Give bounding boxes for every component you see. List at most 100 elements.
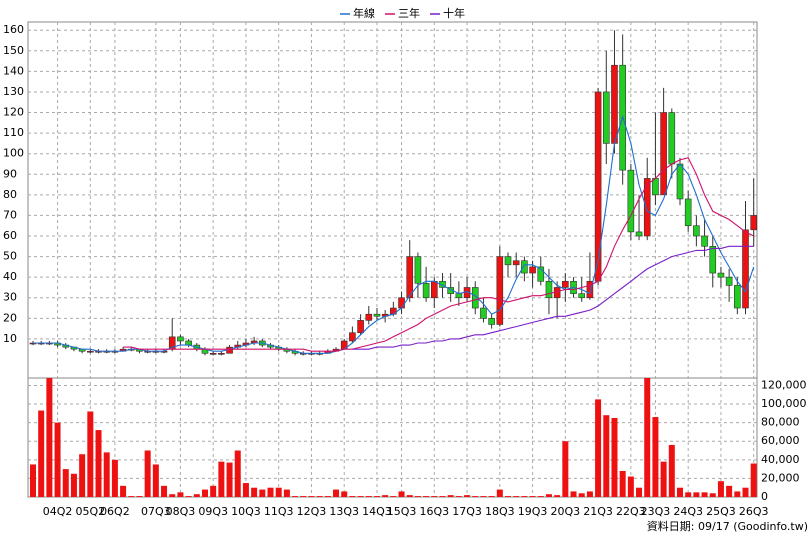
volume-bar — [308, 496, 315, 497]
legend-label: 年線 — [353, 6, 375, 20]
volume-bar — [636, 487, 643, 497]
volume-bar — [267, 487, 274, 497]
candle-body — [668, 112, 676, 165]
x-tick-label: 13Q3 — [329, 505, 359, 518]
x-tick-label: 20Q3 — [551, 505, 581, 518]
y-tick-label: 90 — [3, 167, 17, 180]
volume-bar — [54, 422, 61, 497]
footer: 資料日期: 09/17 (Goodinfo.tw) — [647, 519, 808, 533]
y-tick-label: 20 — [3, 311, 17, 324]
volume-bar — [488, 496, 495, 497]
ma-line — [352, 245, 754, 350]
y-tick-label: 160 — [3, 23, 24, 36]
y-tick-label: 140 — [3, 64, 24, 77]
x-tick-label: 22Q3 — [616, 505, 646, 518]
candle-body — [717, 272, 725, 278]
y2-tick-label: 60,000 — [761, 434, 800, 447]
volume-bar — [177, 492, 184, 497]
volume-bar — [333, 489, 340, 497]
volume-bar — [144, 450, 151, 497]
volume-bar — [603, 415, 610, 497]
candle-body — [701, 235, 708, 247]
volume-bar — [185, 496, 192, 497]
volume-bar — [30, 464, 36, 497]
candle-body — [496, 256, 504, 325]
candle-body — [742, 229, 749, 309]
y2-tick-label: 20,000 — [761, 471, 800, 484]
x-tick-label: 11Q3 — [264, 505, 294, 518]
volume-bar — [87, 411, 94, 497]
candle-body — [480, 307, 487, 319]
legend-label: 十年 — [443, 6, 465, 20]
candle-body — [390, 307, 397, 315]
volume-bar — [414, 496, 421, 497]
volume-bar — [390, 496, 397, 497]
x-tick-label: 21Q3 — [583, 505, 613, 518]
volume-bar — [210, 485, 217, 497]
volume-bar — [660, 461, 667, 497]
volume-bar — [726, 485, 733, 497]
candle-body — [504, 256, 512, 266]
volume-bar — [275, 487, 282, 497]
volume-bar — [136, 496, 143, 497]
volume-bar — [586, 491, 593, 497]
volume-bar — [668, 444, 675, 497]
candle-body — [693, 225, 700, 237]
volume-bar — [439, 496, 446, 497]
candle-body — [209, 353, 217, 355]
volume-bar — [201, 489, 208, 497]
volume-bar — [472, 496, 479, 497]
candle-body — [357, 320, 364, 334]
x-tick-label: 19Q3 — [518, 505, 548, 518]
y-tick-label: 70 — [3, 208, 17, 221]
candle-body — [406, 256, 414, 299]
x-tick-label: 18Q3 — [485, 505, 515, 518]
volume-bar — [373, 496, 380, 497]
volume-bar — [455, 496, 462, 497]
candle-body — [578, 293, 586, 299]
y2-tick-label: 80,000 — [761, 416, 800, 429]
volume-bar — [111, 459, 118, 497]
candle-body — [455, 293, 463, 299]
volume-bar — [545, 494, 552, 497]
x-tick-label: 24Q3 — [673, 505, 703, 518]
x-tick-label: 14Q3 — [362, 505, 392, 518]
y2-tick-label: 120,000 — [761, 378, 807, 391]
volume-bar — [496, 489, 503, 497]
plot-frame — [27, 21, 758, 498]
x-tick-label: 05Q2 — [76, 505, 106, 518]
candle-body — [471, 287, 479, 309]
y-tick-label: 150 — [3, 44, 24, 57]
candle-body — [562, 280, 569, 288]
volume-bar — [79, 454, 86, 497]
candle-body — [414, 256, 422, 284]
y2-tick-label: 100,000 — [761, 397, 807, 410]
candle-body — [635, 231, 643, 237]
y-tick-label: 120 — [3, 106, 24, 119]
volume-bar — [259, 489, 266, 497]
legend-label: 三年 — [398, 6, 420, 20]
candle-body — [750, 215, 758, 231]
volume-bar — [619, 470, 626, 497]
volume-bar — [292, 496, 299, 497]
volume-bar — [570, 491, 577, 497]
candle-body — [398, 297, 405, 309]
x-tick-label: 12Q3 — [297, 505, 327, 518]
volume-bar — [644, 378, 651, 497]
y-tick-label: 130 — [3, 85, 24, 98]
candle-body — [349, 332, 356, 342]
candle-body — [545, 280, 553, 299]
candle-body — [652, 178, 659, 196]
volume-bar — [70, 473, 77, 497]
candle-body — [521, 260, 528, 274]
volume-bar — [537, 496, 544, 497]
candle-body — [422, 283, 430, 299]
candle-body — [177, 336, 184, 342]
volume-bar — [701, 492, 708, 497]
volume-bar — [398, 491, 405, 497]
x-tick-label: 07Q3 — [141, 505, 171, 518]
y2-tick-label: 40,000 — [761, 453, 800, 466]
volume-bar — [652, 417, 659, 497]
volume-bar — [578, 493, 585, 497]
